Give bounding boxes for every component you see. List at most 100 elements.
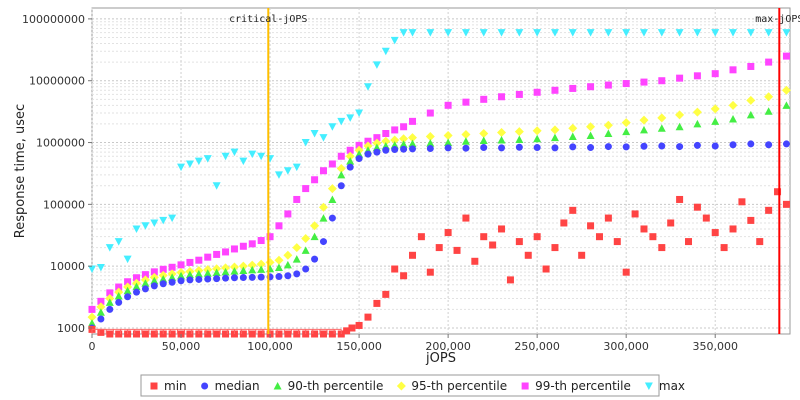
data-point: [185, 160, 194, 168]
data-point: [604, 129, 613, 138]
data-point: [132, 225, 141, 233]
data-point: [213, 250, 221, 258]
data-point: [409, 117, 417, 125]
data-point: [301, 234, 311, 244]
data-point: [302, 185, 310, 193]
data-point: [310, 221, 320, 231]
data-point: [159, 216, 168, 225]
data-point: [453, 246, 461, 254]
data-point: [515, 29, 524, 37]
data-point: [568, 132, 577, 141]
data-point: [400, 123, 408, 131]
data-point: [524, 251, 532, 259]
data-point: [195, 275, 203, 283]
x-tick-label: 300,000: [603, 340, 649, 353]
data-point: [373, 134, 381, 142]
data-point: [444, 144, 452, 152]
data-point: [782, 29, 791, 37]
data-point: [640, 78, 648, 86]
data-point: [675, 122, 684, 131]
data-point: [693, 203, 701, 211]
data-point: [533, 29, 542, 37]
y-tick-label: 100000000: [22, 13, 85, 26]
data-point: [382, 130, 390, 138]
data-point: [106, 289, 114, 297]
data-point: [551, 244, 559, 252]
data-point: [328, 160, 336, 168]
data-point: [283, 167, 292, 175]
legend-item: min: [150, 379, 187, 393]
data-point: [159, 275, 168, 283]
legend-swatch: [396, 381, 406, 391]
data-point: [328, 330, 336, 338]
data-point: [284, 210, 292, 218]
data-point: [257, 330, 265, 338]
data-point: [239, 242, 247, 250]
data-point: [319, 330, 327, 338]
data-point: [372, 61, 381, 69]
series-99-th-percentile: [88, 52, 790, 313]
data-point: [248, 240, 256, 248]
data-point: [400, 145, 408, 153]
data-point: [711, 29, 720, 37]
data-point: [274, 263, 283, 272]
data-point: [381, 136, 391, 146]
data-point: [105, 244, 114, 252]
data-point: [711, 117, 720, 125]
data-point: [301, 139, 310, 147]
data-point: [88, 319, 96, 327]
data-point: [631, 210, 639, 218]
legend-swatch: [644, 382, 653, 390]
data-point: [230, 274, 238, 282]
data-point: [150, 268, 158, 276]
data-point: [729, 29, 738, 37]
data-point: [177, 277, 185, 285]
data-point: [498, 144, 506, 152]
data-point: [238, 261, 248, 271]
data-point: [132, 282, 141, 290]
data-point: [141, 222, 150, 230]
data-point: [311, 255, 319, 263]
data-point: [284, 330, 292, 338]
data-point: [479, 29, 488, 37]
data-point: [355, 141, 363, 149]
data-point: [257, 265, 266, 273]
y-tick-label: 1000000: [36, 137, 85, 150]
data-point: [177, 261, 185, 269]
data-point: [115, 283, 123, 291]
data-point: [141, 285, 149, 293]
data-point: [212, 182, 221, 190]
data-point: [105, 298, 114, 306]
data-point: [355, 321, 363, 329]
data-point: [746, 95, 756, 105]
data-point: [515, 143, 523, 151]
legend-item: 90-th percentile: [273, 379, 383, 393]
data-point: [409, 251, 417, 259]
data-point: [774, 188, 782, 196]
data-point: [319, 214, 328, 222]
data-point: [221, 267, 230, 276]
data-point: [658, 142, 666, 150]
data-point: [603, 120, 613, 130]
legend-label: 95-th percentile: [411, 379, 507, 393]
data-point: [150, 330, 158, 338]
data-point: [498, 93, 506, 101]
x-tick-label: 250,000: [514, 340, 560, 353]
data-point: [711, 142, 719, 150]
data-point: [560, 219, 568, 227]
data-point: [364, 150, 372, 158]
legend-swatch: [273, 382, 282, 390]
x-tick-label: 0: [89, 340, 96, 353]
data-point: [343, 327, 351, 335]
data-point: [514, 127, 524, 137]
data-point: [568, 123, 578, 133]
data-point: [399, 140, 408, 148]
data-point: [159, 265, 167, 273]
data-point: [292, 163, 301, 172]
data-point: [301, 246, 310, 254]
data-point: [764, 92, 774, 102]
data-point: [348, 324, 356, 332]
marker-label: max-jOPS: [755, 14, 800, 25]
data-point: [96, 302, 106, 312]
data-point: [551, 86, 559, 94]
